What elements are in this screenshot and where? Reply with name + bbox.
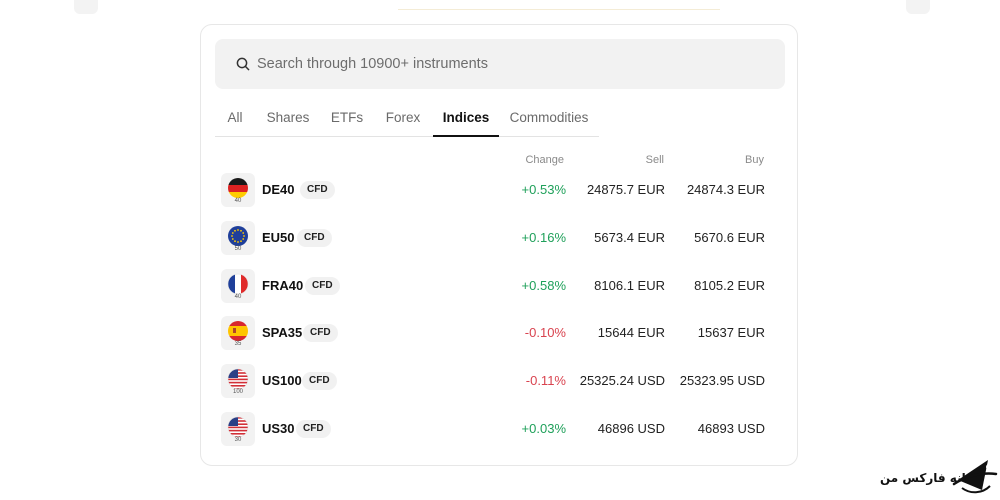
tab-etfs[interactable]: ETFs xyxy=(330,110,364,125)
category-tabs: All Shares ETFs Forex Indices Commoditie… xyxy=(215,99,599,137)
instrument-row-fra40[interactable]: 40 FRA40 CFD +0.58% 8106.1 EUR 8105.2 EU… xyxy=(221,269,777,305)
instrument-symbol: FRA40 xyxy=(262,278,304,293)
usa-flag-icon xyxy=(227,368,249,390)
buy-price: 24874.3 EUR xyxy=(686,182,765,197)
sell-price: 8106.1 EUR xyxy=(594,278,665,293)
instrument-symbol: SPA35 xyxy=(262,325,303,340)
flag-badge: 35 xyxy=(221,316,255,350)
instrument-row-spa35[interactable]: 35 SPA35 CFD -0.10% 15644 EUR 15637 EUR xyxy=(221,316,777,352)
change-value: +0.03% xyxy=(521,421,566,436)
france-flag-icon xyxy=(227,273,249,295)
change-value: +0.16% xyxy=(521,230,566,245)
tab-all[interactable]: All xyxy=(227,110,243,125)
tab-indices[interactable]: Indices xyxy=(433,99,499,137)
forex-logo-icon xyxy=(952,460,998,494)
buy-price: 15637 EUR xyxy=(697,325,765,340)
cfd-badge: CFD xyxy=(300,181,335,199)
instruments-card: All Shares ETFs Forex Indices Commoditie… xyxy=(200,24,798,466)
instrument-symbol: EU50 xyxy=(262,230,295,245)
sell-price: 15644 EUR xyxy=(597,325,665,340)
flag-label: 35 xyxy=(234,341,242,347)
change-value: -0.10% xyxy=(524,325,566,340)
top-divider xyxy=(398,0,720,10)
column-header-sell: Sell xyxy=(645,154,664,166)
instrument-symbol: US30 xyxy=(262,421,295,436)
tab-shares[interactable]: Shares xyxy=(266,110,310,125)
watermark-text: خانه فارکس من xyxy=(880,471,975,485)
buy-price: 46893 USD xyxy=(697,421,765,436)
flag-badge: 30 xyxy=(221,412,255,446)
sell-price: 24875.7 EUR xyxy=(586,182,665,197)
sell-price: 46896 USD xyxy=(597,421,665,436)
instrument-symbol: US100 xyxy=(262,373,302,388)
change-value: -0.11% xyxy=(525,373,566,388)
change-value: +0.58% xyxy=(521,278,566,293)
flag-badge: 50 xyxy=(221,221,255,255)
spain-flag-icon xyxy=(228,321,248,341)
tab-commodities[interactable]: Commodities xyxy=(509,110,589,125)
flag-label: 100 xyxy=(232,389,243,395)
flag-label: 30 xyxy=(234,437,242,443)
change-value: +0.53% xyxy=(521,182,566,197)
instrument-row-de40[interactable]: 40 DE40 CFD +0.53% 24875.7 EUR 24874.3 E… xyxy=(221,173,777,209)
tab-forex[interactable]: Forex xyxy=(385,110,421,125)
cfd-badge: CFD xyxy=(296,420,331,438)
flag-badge: 100 xyxy=(221,364,255,398)
background-element xyxy=(74,0,98,14)
cfd-badge: CFD xyxy=(302,372,337,390)
flag-badge: 40 xyxy=(221,173,255,207)
buy-price: 25323.95 USD xyxy=(679,373,765,388)
flag-label: 50 xyxy=(234,246,242,252)
usa-flag-icon xyxy=(227,416,249,438)
column-header-change: Change xyxy=(525,154,564,166)
instrument-row-us30[interactable]: 30 US30 CFD +0.03% 46896 USD 46893 USD xyxy=(221,412,777,448)
germany-flag-icon xyxy=(228,178,248,198)
cfd-badge: CFD xyxy=(297,229,332,247)
buy-price: 5670.6 EUR xyxy=(694,230,765,245)
column-header-buy: Buy xyxy=(745,154,764,166)
cfd-badge: CFD xyxy=(303,324,338,342)
sell-price: 25325.24 USD xyxy=(579,373,665,388)
instrument-row-us100[interactable]: 100 US100 CFD -0.11% 25325.24 USD 25323.… xyxy=(221,364,777,400)
search-input[interactable] xyxy=(257,56,737,72)
flag-badge: 40 xyxy=(221,269,255,303)
sell-price: 5673.4 EUR xyxy=(594,230,665,245)
instrument-symbol: DE40 xyxy=(262,182,295,197)
buy-price: 8105.2 EUR xyxy=(694,278,765,293)
search-bar[interactable] xyxy=(215,39,785,89)
search-icon xyxy=(236,57,250,71)
flag-label: 40 xyxy=(234,198,242,204)
instrument-row-eu50[interactable]: 50 EU50 CFD +0.16% 5673.4 EUR 5670.6 EUR xyxy=(221,221,777,257)
background-element xyxy=(906,0,930,14)
cfd-badge: CFD xyxy=(305,277,340,295)
watermark: خانه فارکس من xyxy=(878,452,1000,500)
flag-label: 40 xyxy=(234,294,242,300)
eu-flag-icon xyxy=(228,226,248,246)
